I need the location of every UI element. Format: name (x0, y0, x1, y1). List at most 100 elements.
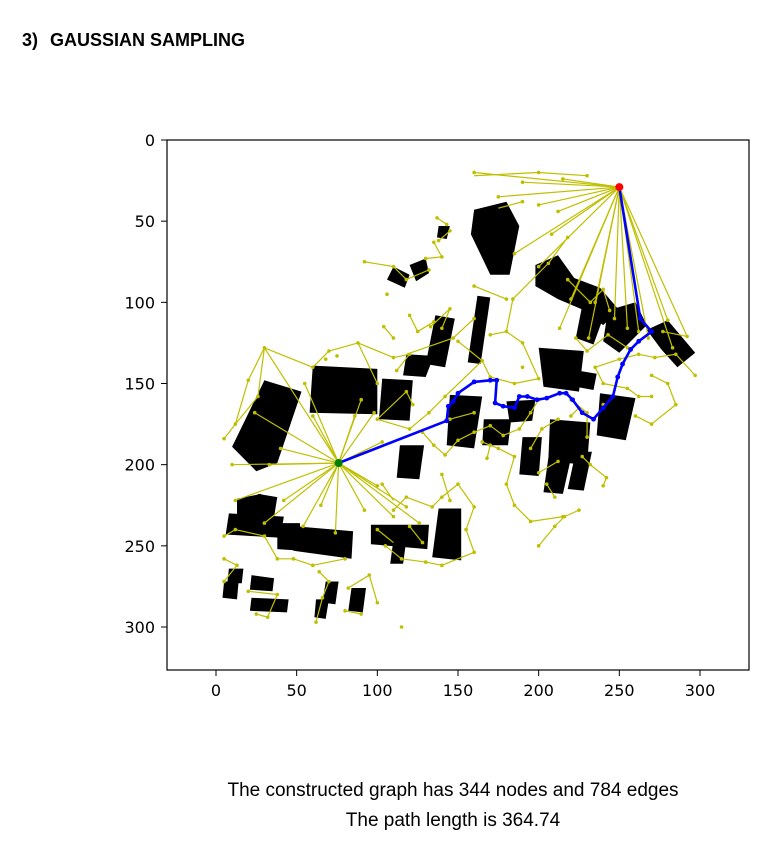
graph-node (565, 235, 570, 240)
axes: 0 50 100 150 200 250 300 0 50 100 150 200 250 300 (124, 131, 750, 700)
graph-node (540, 427, 544, 431)
graph-node (235, 563, 239, 568)
graph-node (636, 329, 641, 334)
graph-node (451, 336, 455, 340)
graph-node (485, 456, 489, 460)
graph-node (593, 365, 597, 370)
graph-node (625, 345, 630, 350)
path-node (524, 394, 530, 399)
section-heading: 3) GAUSSIAN SAMPLING (22, 30, 245, 51)
graph-edge (589, 288, 604, 303)
graph-edge (223, 529, 236, 537)
obstacle (232, 380, 302, 472)
graph-node (580, 454, 585, 459)
graph-node (670, 345, 675, 350)
graph-edge (602, 289, 611, 311)
graph-edge (638, 353, 655, 359)
path-node (516, 394, 522, 399)
graph-node (448, 417, 452, 422)
graph-node (504, 297, 509, 301)
path-length-caption: The path length is 364.74 (345, 810, 561, 831)
graph-edge (490, 376, 515, 385)
graph-node (520, 365, 525, 370)
path-node (544, 395, 550, 401)
graph-edge (651, 374, 669, 385)
graph-edge (393, 496, 407, 511)
graph-node (407, 313, 412, 318)
graph-node (317, 570, 322, 574)
plot-area (222, 170, 697, 629)
graph-edge (457, 431, 475, 441)
graph-edge (498, 447, 515, 458)
graph-edge (267, 594, 278, 618)
graph-edge (514, 186, 620, 255)
graph-node (593, 300, 597, 305)
graph-edge (393, 353, 410, 359)
graph-edge (444, 439, 459, 456)
graph-node (399, 557, 404, 561)
graph-edge (505, 456, 516, 485)
graph-node (427, 410, 431, 415)
obstacle (254, 493, 278, 527)
graph-edge (521, 342, 540, 379)
graph-node (588, 462, 593, 467)
graph-node (511, 297, 515, 301)
graph-node (440, 563, 444, 568)
graph-edge (338, 462, 365, 511)
graph-edge (538, 525, 556, 547)
graph-node (549, 232, 554, 236)
graph-node (665, 381, 670, 386)
x-tick-label: 100 (362, 681, 393, 700)
graph-edge (321, 581, 330, 599)
graph-edge (444, 360, 483, 397)
graph-edge (481, 360, 491, 378)
graph-node (359, 612, 364, 616)
path-node (512, 405, 517, 411)
graph-node (233, 422, 238, 426)
graph-edge (502, 428, 520, 437)
graph-edge (328, 342, 359, 352)
graph-edge (304, 383, 340, 464)
graph-node (278, 446, 283, 451)
graph-node (456, 482, 460, 486)
graph-edge (588, 186, 620, 339)
path-node (444, 418, 450, 424)
graph-edge (514, 378, 539, 385)
graph-edge (223, 423, 236, 440)
graph-edge (667, 383, 677, 405)
graph-edge (538, 171, 588, 177)
graph-edge (618, 186, 669, 321)
y-tick-label: 100 (124, 293, 155, 312)
graph-edge (654, 353, 676, 359)
graph-edge (338, 462, 394, 518)
graph-edge (409, 525, 423, 543)
path-node (557, 390, 563, 396)
graph-node (488, 443, 493, 447)
graph-edge (401, 558, 426, 563)
graph-edge (618, 186, 688, 337)
graph-node (346, 586, 351, 590)
graph-edge (441, 551, 475, 566)
graph-node (456, 339, 460, 344)
start-node (334, 459, 343, 468)
graph-edge (627, 387, 640, 397)
obstacle (293, 526, 354, 559)
graph-node (496, 195, 501, 199)
obstacle (409, 258, 429, 282)
graph-node (536, 470, 541, 475)
graph-edge (594, 366, 604, 384)
graph-node (230, 462, 234, 467)
graph-node (496, 446, 501, 451)
graph-edge (357, 342, 394, 359)
path-node (450, 398, 456, 404)
graph-node (380, 482, 384, 486)
path-node (471, 379, 477, 385)
obstacle (519, 437, 542, 476)
graph-edge (505, 298, 514, 332)
graph-edge (538, 186, 620, 268)
x-tick-label: 50 (286, 681, 306, 700)
graph-edge (465, 506, 475, 530)
path-node (600, 405, 606, 411)
graph-node (604, 475, 609, 480)
graph-edge (223, 558, 238, 566)
